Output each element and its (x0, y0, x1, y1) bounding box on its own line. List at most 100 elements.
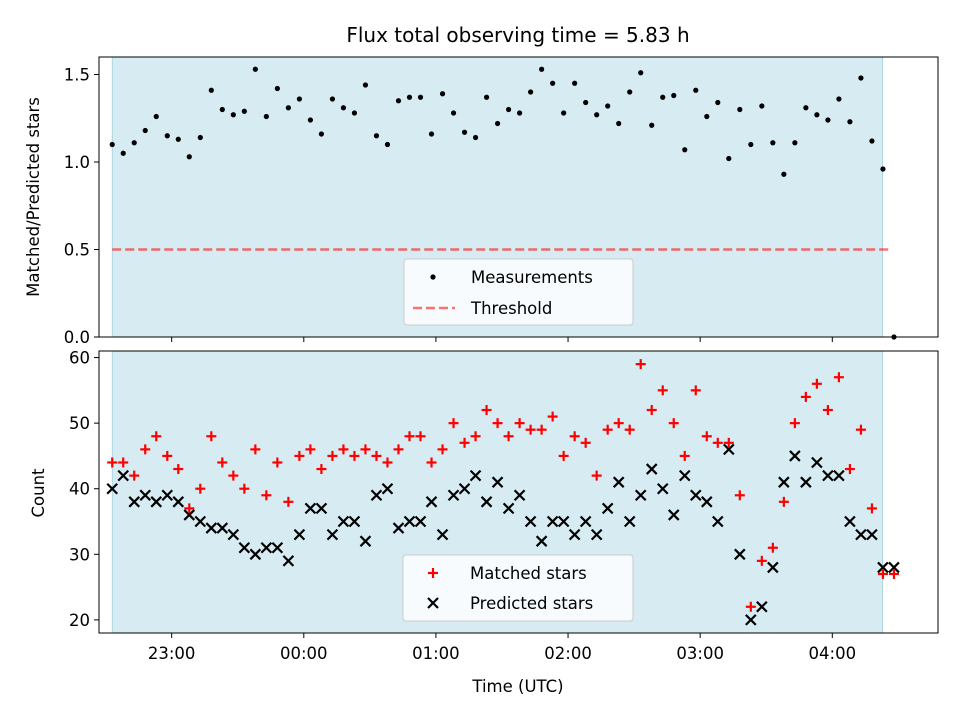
matched-star-point (470, 431, 481, 442)
predicted-star-point (436, 528, 449, 541)
predicted-star-point (524, 515, 537, 528)
measurement-point (417, 94, 424, 100)
predicted-star-point (491, 476, 504, 488)
predicted-star-point (150, 496, 163, 508)
predicted-star-point (877, 561, 889, 574)
measurement-point (781, 171, 787, 177)
matched-star-point (283, 496, 294, 507)
predicted-star-point (579, 515, 592, 528)
matched-star-point (877, 568, 888, 579)
count-points (106, 359, 900, 626)
measurement-point (131, 140, 137, 146)
x-axis-label: Time (UTC) (471, 677, 563, 696)
predicted-star-point (723, 443, 735, 456)
predicted-star-point (855, 528, 867, 541)
measurement-point (517, 110, 523, 116)
matched-star-point (426, 457, 437, 468)
legend-measurements-marker (430, 274, 436, 280)
matched-star-point (140, 444, 151, 455)
measurement-point (561, 110, 567, 116)
predicted-star-point (612, 476, 625, 488)
legend-matched-label: Matched stars (470, 564, 587, 583)
bottom-legend: Matched stars Predicted stars (402, 554, 634, 622)
matched-star-point (536, 424, 547, 435)
matched-star-point (206, 431, 217, 442)
predicted-star-point (811, 456, 823, 469)
predicted-star-point (822, 469, 834, 482)
matched-star-point (195, 483, 206, 494)
predicted-star-point (623, 515, 636, 528)
matched-star-point (624, 424, 635, 435)
measurement-point (230, 112, 236, 118)
matched-star-point (657, 385, 668, 396)
predicted-star-point (513, 489, 526, 502)
predicted-star-point (271, 541, 284, 554)
matched-star-point (261, 490, 272, 501)
predicted-star-point (128, 496, 141, 508)
measurement-point (505, 106, 512, 113)
bottom-y-tick-label: 50 (69, 414, 90, 433)
top-x-ticks (171, 337, 833, 342)
matched-star-point (613, 418, 624, 429)
measurement-point (704, 113, 710, 120)
matched-star-point (569, 431, 580, 442)
legend-threshold-label: Threshold (470, 299, 552, 318)
measurement-point (693, 87, 699, 93)
matched-star-point (217, 457, 228, 468)
predicted-star-point (656, 482, 669, 495)
matched-star-point (514, 418, 525, 429)
predicted-star-point (249, 548, 262, 561)
measurement-point (494, 120, 501, 127)
measurement-point (340, 105, 347, 111)
bottom-x-ticks: 23:00 00:00 01:00 02:00 03:00 04:00 (148, 633, 856, 663)
matched-star-point (778, 496, 789, 507)
matched-star-point (800, 391, 811, 402)
matched-star-point (338, 444, 349, 455)
predicted-star-point (667, 509, 680, 521)
measurement-point (153, 113, 159, 120)
measurement-point (461, 129, 468, 135)
predicted-star-point (469, 469, 482, 482)
measurement-point (274, 85, 280, 92)
predicted-star-point (161, 489, 174, 502)
predicted-star-point (480, 496, 493, 508)
measurement-point (219, 106, 225, 113)
bottom-y-tick-label: 30 (69, 545, 90, 564)
predicted-star-point (590, 528, 603, 541)
matched-star-point (151, 431, 162, 442)
matched-star-point (129, 470, 140, 481)
measurement-point (186, 154, 192, 160)
measurement-point (715, 99, 721, 106)
top-y-ticks: 0.0 0.5 1.0 1.5 (64, 66, 99, 347)
matched-star-point (316, 464, 327, 475)
matched-star-point (811, 378, 822, 389)
matched-star-point (437, 444, 448, 455)
measurement-point (450, 110, 457, 116)
top-y-tick-label: 1.5 (64, 66, 90, 85)
predicted-star-point (216, 522, 229, 534)
predicted-star-point (348, 515, 361, 528)
predicted-star-point (844, 515, 856, 528)
predicted-star-point (568, 528, 581, 541)
measurement-point (836, 96, 842, 102)
x-tick-label: 01:00 (412, 644, 460, 663)
measurement-point (880, 166, 886, 172)
matched-star-point (723, 437, 734, 448)
measurement-point (241, 108, 247, 114)
measurement-point (483, 94, 490, 100)
measurement-point (572, 80, 578, 86)
measurement-point (726, 155, 732, 162)
matched-star-point (327, 450, 338, 461)
bottom-axes-frame (98, 350, 939, 634)
matched-star-point (107, 457, 118, 468)
predicted-star-point (106, 482, 118, 495)
predicted-star-point (789, 450, 801, 462)
matched-star-point (448, 418, 459, 429)
predicted-star-point (535, 535, 548, 547)
matched-star-point (272, 457, 283, 468)
measurement-point (296, 96, 302, 102)
measurement-point (627, 89, 633, 95)
predicted-star-point (447, 489, 460, 502)
predicted-star-point (370, 489, 383, 502)
